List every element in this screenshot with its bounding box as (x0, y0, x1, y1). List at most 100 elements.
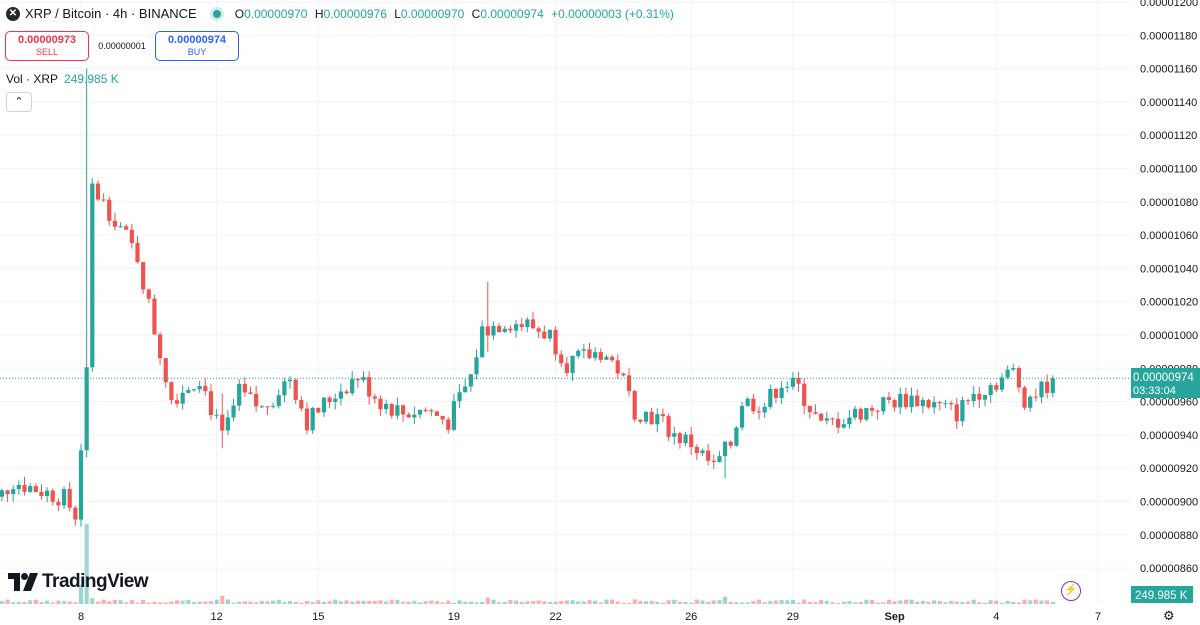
candle (660, 408, 666, 423)
volume-bar (16, 601, 21, 604)
volume-bar (485, 597, 490, 604)
candle (180, 385, 185, 410)
time-tick-label: 29 (787, 611, 799, 623)
candle (689, 426, 694, 455)
price-tick-label: 0.00001120 (1140, 130, 1197, 142)
volume-value: 249.985 K (64, 72, 119, 86)
candle (338, 383, 343, 406)
candle (417, 409, 423, 419)
lightning-icon[interactable]: ⚡ (1061, 581, 1081, 601)
candle (564, 356, 569, 377)
volume-bar (457, 600, 462, 604)
candle (169, 381, 174, 405)
candle (847, 410, 852, 429)
candle (519, 317, 524, 331)
candle (214, 409, 219, 419)
volume-bar (581, 601, 586, 604)
volume-bar (101, 599, 106, 604)
candle (271, 402, 276, 409)
volume-bar (920, 600, 925, 604)
volume-bar (892, 601, 897, 604)
volume-bar (0, 601, 4, 604)
price-tick-label: 0.00000940 (1140, 430, 1198, 442)
candle (5, 489, 10, 502)
volume-bar (67, 601, 72, 604)
candle (824, 411, 829, 425)
candle (191, 388, 197, 392)
candle (559, 350, 564, 367)
collapse-legend-button[interactable]: ⌃ (6, 92, 32, 112)
volume-bar (852, 602, 858, 604)
x-logo-icon[interactable]: ✕ (6, 6, 20, 21)
volume-bar (56, 600, 61, 604)
candle (406, 412, 411, 418)
volume-last-label: 249.985 K (1131, 586, 1193, 603)
candle (446, 416, 451, 434)
volume-bar (225, 599, 230, 604)
volume-bar (282, 602, 287, 604)
buy-button[interactable]: 0.00000974 BUY (155, 31, 239, 61)
symbol-title[interactable]: XRP / Bitcoin · 4h · BINANCE (25, 6, 197, 21)
volume-bar (717, 600, 722, 604)
candle (242, 377, 247, 397)
volume-bar (299, 602, 304, 604)
candle (39, 484, 44, 500)
volume-bar (327, 601, 332, 604)
candle (61, 486, 67, 510)
candle (463, 378, 468, 393)
candle (756, 406, 762, 420)
candle (344, 389, 349, 395)
volume-bar (378, 600, 383, 604)
price-tick-label: 0.00001040 (1140, 263, 1198, 275)
volume-bar (124, 602, 129, 604)
volume-bar (734, 602, 739, 604)
candle (988, 382, 993, 403)
volume-bar (474, 602, 479, 604)
candle (158, 331, 163, 365)
candle (293, 378, 298, 404)
candle (536, 326, 541, 339)
price-axis[interactable] (1130, 0, 1200, 604)
gear-icon[interactable]: ⚙ (1163, 608, 1175, 623)
volume-bar (615, 601, 620, 604)
volume-label: Vol · XRP (6, 72, 59, 86)
candle (570, 355, 575, 382)
volume-bar (214, 599, 219, 604)
volume-bar (536, 600, 541, 604)
volume-bar (694, 599, 699, 604)
candle (67, 482, 72, 512)
volume-bar (869, 599, 875, 604)
sell-button[interactable]: 0.00000973 SELL (5, 31, 89, 61)
candle (655, 408, 660, 433)
candle (785, 381, 790, 393)
candle (389, 402, 394, 419)
candle (282, 378, 287, 403)
tradingview-logo[interactable]: TradingView (8, 571, 149, 593)
volume-bar (785, 600, 790, 604)
volume-bar (389, 599, 394, 604)
candle (95, 180, 101, 202)
candle (129, 223, 134, 249)
volume-bar (338, 601, 343, 604)
volume-bar (982, 602, 988, 604)
volume-bar (197, 601, 202, 604)
volume-bar (118, 600, 123, 604)
volume-bar (937, 601, 942, 604)
candle (90, 178, 95, 372)
volume-bar (344, 600, 349, 604)
high-label: H (314, 6, 324, 21)
volume-legend[interactable]: Vol · XRP 249.985 K (6, 72, 119, 86)
volume-bar (259, 601, 264, 604)
candle (530, 312, 536, 330)
candle (909, 387, 914, 413)
time-axis-ticks: 8 12 15 19 22 26 29 Sep 4 7 (78, 611, 1101, 623)
candle (1033, 388, 1038, 402)
candle (45, 487, 50, 503)
volume-bar (1045, 600, 1050, 604)
symbol-legend: ✕ XRP / Bitcoin · 4h · BINANCE O0.000009… (6, 6, 678, 21)
candle (604, 354, 609, 360)
candle (581, 343, 586, 359)
volume-bar (446, 600, 451, 604)
volume-bar (542, 601, 547, 604)
